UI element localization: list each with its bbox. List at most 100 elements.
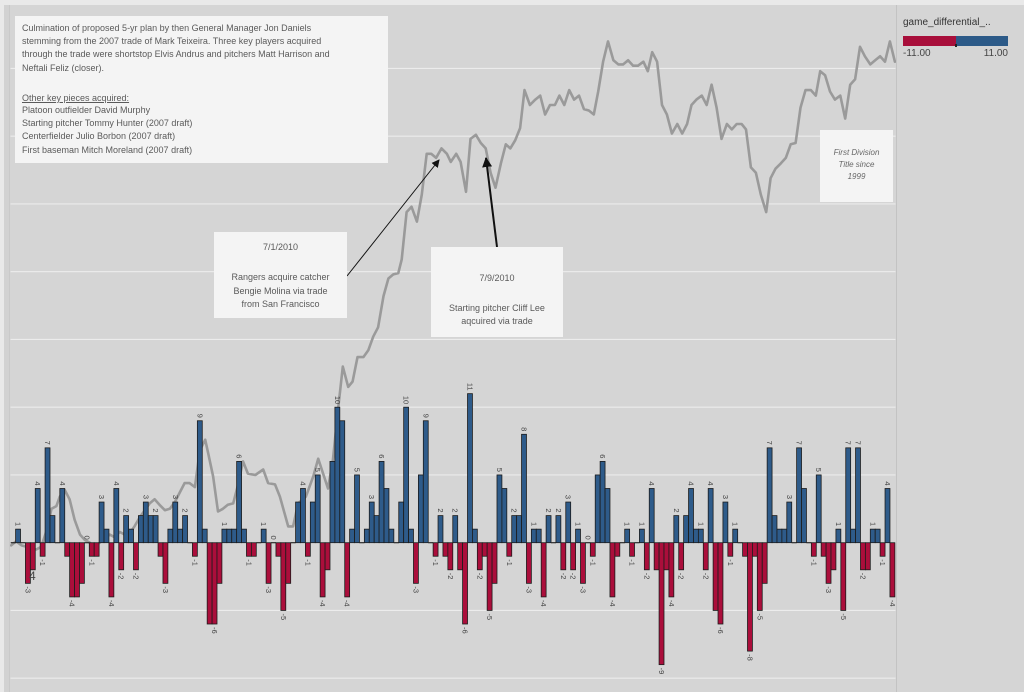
differential-bar[interactable] xyxy=(147,515,154,544)
differential-bar[interactable] xyxy=(535,528,542,544)
differential-bar[interactable] xyxy=(177,528,184,544)
differential-bar[interactable] xyxy=(653,542,660,571)
trend-line[interactable] xyxy=(10,40,896,551)
differential-bar[interactable] xyxy=(354,474,360,544)
differential-bar[interactable] xyxy=(280,542,287,611)
differential-bar[interactable] xyxy=(462,542,468,625)
differential-bar[interactable] xyxy=(231,528,238,544)
differential-bar[interactable] xyxy=(806,542,812,544)
differential-bar[interactable] xyxy=(44,447,51,544)
differential-bar[interactable] xyxy=(211,542,218,625)
differential-bar[interactable] xyxy=(801,488,807,544)
differential-bar[interactable] xyxy=(182,515,188,544)
differential-bar[interactable] xyxy=(491,542,498,584)
differential-bar[interactable] xyxy=(580,542,586,584)
differential-bar[interactable] xyxy=(285,542,292,584)
differential-bar[interactable] xyxy=(319,542,326,598)
differential-bar[interactable] xyxy=(74,542,80,598)
differential-bar[interactable] xyxy=(246,542,252,557)
differential-bar[interactable] xyxy=(722,501,729,544)
differential-bar[interactable] xyxy=(383,488,390,544)
differential-bar[interactable] xyxy=(260,528,267,544)
differential-bar[interactable] xyxy=(172,501,179,544)
differential-bar[interactable] xyxy=(216,542,223,584)
differential-bar[interactable] xyxy=(15,528,21,544)
differential-bar[interactable] xyxy=(864,542,871,571)
differential-bar[interactable] xyxy=(560,542,567,571)
differential-bar[interactable] xyxy=(20,542,26,544)
differential-bar[interactable] xyxy=(540,542,547,598)
differential-bar[interactable] xyxy=(619,542,625,544)
differential-bar[interactable] xyxy=(501,488,508,544)
differential-bar[interactable] xyxy=(683,515,689,544)
differential-bar[interactable] xyxy=(324,542,331,571)
differential-bar[interactable] xyxy=(796,447,802,544)
differential-bar[interactable] xyxy=(442,542,449,557)
differential-bar[interactable] xyxy=(565,501,572,544)
differential-bar[interactable] xyxy=(634,542,640,544)
differential-bar[interactable] xyxy=(526,542,532,584)
differential-bar[interactable] xyxy=(476,542,483,571)
differential-bar[interactable] xyxy=(241,528,247,544)
differential-bar[interactable] xyxy=(825,542,832,584)
differential-bar[interactable] xyxy=(511,515,518,544)
differential-bar[interactable] xyxy=(663,542,670,571)
differential-bar[interactable] xyxy=(167,528,174,544)
differential-bar[interactable] xyxy=(506,542,513,557)
differential-bar[interactable] xyxy=(187,542,193,544)
differential-bar[interactable] xyxy=(300,488,306,544)
differential-bar[interactable] xyxy=(545,515,552,544)
differential-bar[interactable] xyxy=(103,528,110,544)
differential-bar[interactable] xyxy=(668,542,675,598)
differential-bar[interactable] xyxy=(869,528,876,544)
differential-bar[interactable] xyxy=(629,542,635,557)
differential-bar[interactable] xyxy=(551,542,556,544)
differential-bar[interactable] xyxy=(295,501,301,544)
differential-bar[interactable] xyxy=(388,528,395,544)
differential-bar[interactable] xyxy=(378,460,385,544)
differential-bar[interactable] xyxy=(84,542,90,544)
differential-bar[interactable] xyxy=(157,542,164,557)
differential-bar[interactable] xyxy=(344,542,351,598)
differential-bar[interactable] xyxy=(815,474,822,544)
differential-bar[interactable] xyxy=(624,528,631,544)
differential-bar[interactable] xyxy=(221,528,228,544)
differential-bar[interactable] xyxy=(113,488,120,544)
differential-bar[interactable] xyxy=(697,528,704,544)
differential-bar[interactable] xyxy=(457,542,464,571)
differential-bar[interactable] xyxy=(339,420,346,544)
differential-bar[interactable] xyxy=(840,542,847,611)
differential-bar[interactable] xyxy=(363,528,370,544)
differential-bar[interactable] xyxy=(570,542,576,571)
differential-bar[interactable] xyxy=(810,542,817,557)
differential-bar[interactable] xyxy=(452,515,459,544)
differential-bar[interactable] xyxy=(707,488,714,544)
differential-bar[interactable] xyxy=(162,542,169,584)
differential-bar[interactable] xyxy=(349,528,355,544)
differential-bar[interactable] xyxy=(309,501,316,544)
differential-bar[interactable] xyxy=(747,542,753,652)
differential-bar[interactable] xyxy=(879,542,886,557)
differential-bar[interactable] xyxy=(64,542,71,557)
differential-bar[interactable] xyxy=(712,542,719,611)
differential-bar[interactable] xyxy=(93,542,100,557)
differential-bar[interactable] xyxy=(727,542,734,557)
differential-bar[interactable] xyxy=(413,542,419,584)
differential-bar[interactable] xyxy=(108,542,115,598)
differential-bar[interactable] xyxy=(69,542,75,598)
differential-bar[interactable] xyxy=(732,528,739,544)
differential-bar[interactable] xyxy=(271,542,276,544)
differential-bar[interactable] xyxy=(791,542,797,544)
differential-bar[interactable] xyxy=(486,542,493,611)
differential-bar[interactable] xyxy=(398,501,405,544)
differential-bar[interactable] xyxy=(516,515,522,544)
differential-bar[interactable] xyxy=(29,542,36,571)
differential-bar[interactable] xyxy=(761,542,768,584)
differential-bar[interactable] xyxy=(786,501,793,544)
differential-bar[interactable] xyxy=(781,528,788,544)
differential-bar[interactable] xyxy=(850,528,856,544)
differential-bar[interactable] xyxy=(860,542,866,571)
differential-bar[interactable] xyxy=(428,542,434,544)
differential-bar[interactable] xyxy=(39,542,46,557)
differential-bar[interactable] xyxy=(250,542,257,557)
